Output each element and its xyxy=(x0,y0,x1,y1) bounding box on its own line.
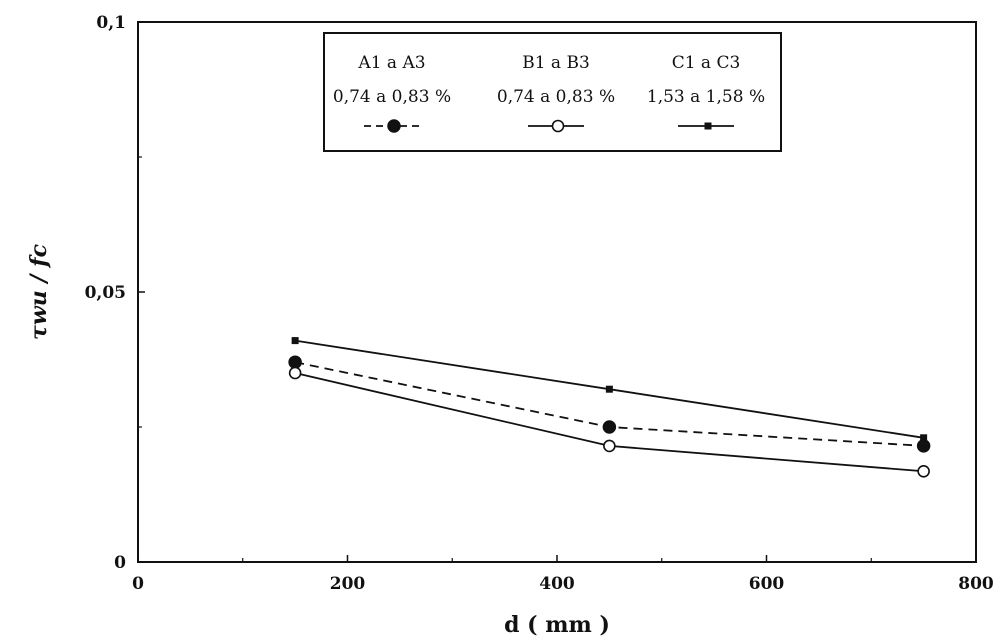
legend-label: C1 a C3 xyxy=(672,53,741,73)
data-point xyxy=(291,337,299,345)
data-point xyxy=(288,366,302,380)
data-point xyxy=(917,464,930,478)
data-point xyxy=(603,439,616,453)
y-tick-label: 0,1 xyxy=(96,13,126,33)
legend-item-3: C1 a C3 1,53 a 1,58 % xyxy=(647,53,765,130)
legend-box xyxy=(323,32,782,152)
data-point xyxy=(602,420,617,434)
y-axis-title: τwu / fc xyxy=(26,243,52,340)
x-tick-label: 200 xyxy=(330,574,366,594)
x-tick-label: 400 xyxy=(539,574,575,594)
data-point xyxy=(920,434,928,442)
series-2 xyxy=(288,366,930,478)
legend-sublabel: 0,74 a 0,83 % xyxy=(497,87,615,107)
legend-item-1: A1 a A3 0,74 a 0,83 % xyxy=(333,53,451,133)
axis-ticks xyxy=(137,21,977,563)
legend-marker xyxy=(551,119,565,133)
legend-marker xyxy=(387,119,401,133)
data-point xyxy=(288,355,302,369)
y-tick-label: 0 xyxy=(114,553,126,573)
x-tick-label: 600 xyxy=(749,574,785,594)
legend-marker xyxy=(704,122,712,130)
legend-label: B1 a B3 xyxy=(522,53,590,73)
x-tick-label: 800 xyxy=(958,574,994,594)
series-3 xyxy=(291,337,928,442)
legend-label: A1 a A3 xyxy=(357,53,425,73)
series-1 xyxy=(288,355,931,453)
data-point xyxy=(916,439,931,453)
data-point xyxy=(605,385,613,393)
legend-sublabel: 1,53 a 1,58 % xyxy=(647,87,765,107)
legend-item-2: B1 a B3 0,74 a 0,83 % xyxy=(497,53,615,133)
axis-tick-labels: 0 200 400 600 800 0 0,05 0,1 xyxy=(85,13,994,594)
x-tick-label: 0 xyxy=(132,574,144,594)
legend-sublabel: 0,74 a 0,83 % xyxy=(333,87,451,107)
x-axis-title: d ( mm ) xyxy=(504,612,610,638)
series-layer xyxy=(288,337,931,478)
y-tick-label: 0,05 xyxy=(85,283,126,303)
legend: A1 a A3 0,74 a 0,83 % B1 a B3 0,74 a 0,83 %… xyxy=(323,32,782,152)
